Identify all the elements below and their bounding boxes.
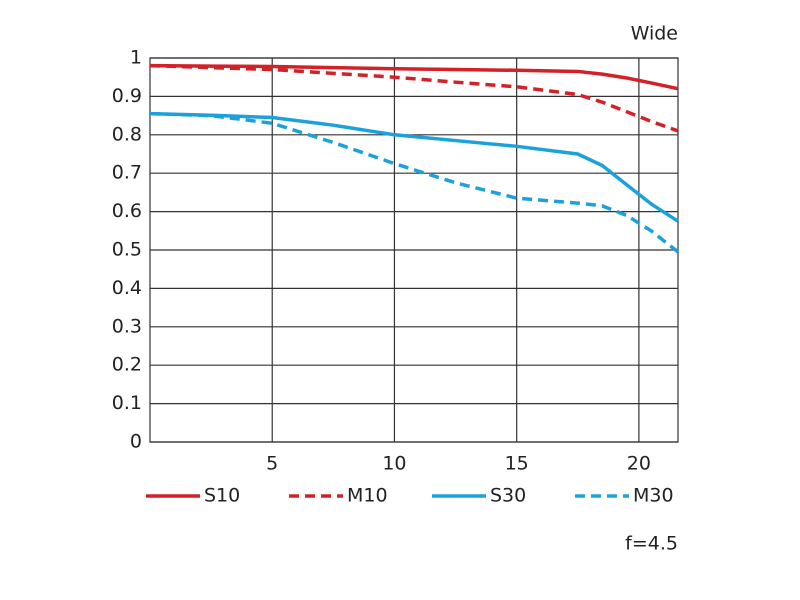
annotation: f=4.5 [625,533,678,555]
y-tick-label: 0.4 [112,277,142,299]
x-tick-label: 20 [627,453,651,475]
y-tick-label: 0.5 [112,239,142,261]
y-tick-label: 0.8 [112,123,142,145]
y-tick-label: 0.1 [112,392,142,414]
y-tick-label: 0.2 [112,354,142,376]
y-tick-label: 0.9 [112,85,142,107]
legend-label: M10 [347,485,388,507]
legend-label: S10 [204,485,240,507]
y-tick-label: 0 [130,431,142,453]
y-tick-label: 0.3 [112,315,142,337]
data-line [149,63,679,133]
y-tick-label: 0.6 [112,200,142,222]
data-line [149,111,679,223]
x-tick-label: 15 [505,453,529,475]
legend-label: M30 [633,485,674,507]
data-line [149,63,679,91]
x-tick-label: 10 [382,453,406,475]
legend-label: S30 [490,485,526,507]
y-tick-label: 0.7 [112,162,142,184]
data-line [149,111,680,254]
annotation: Wide [631,23,678,45]
x-tick-label: 5 [266,453,278,475]
y-tick-label: 1 [130,47,142,69]
